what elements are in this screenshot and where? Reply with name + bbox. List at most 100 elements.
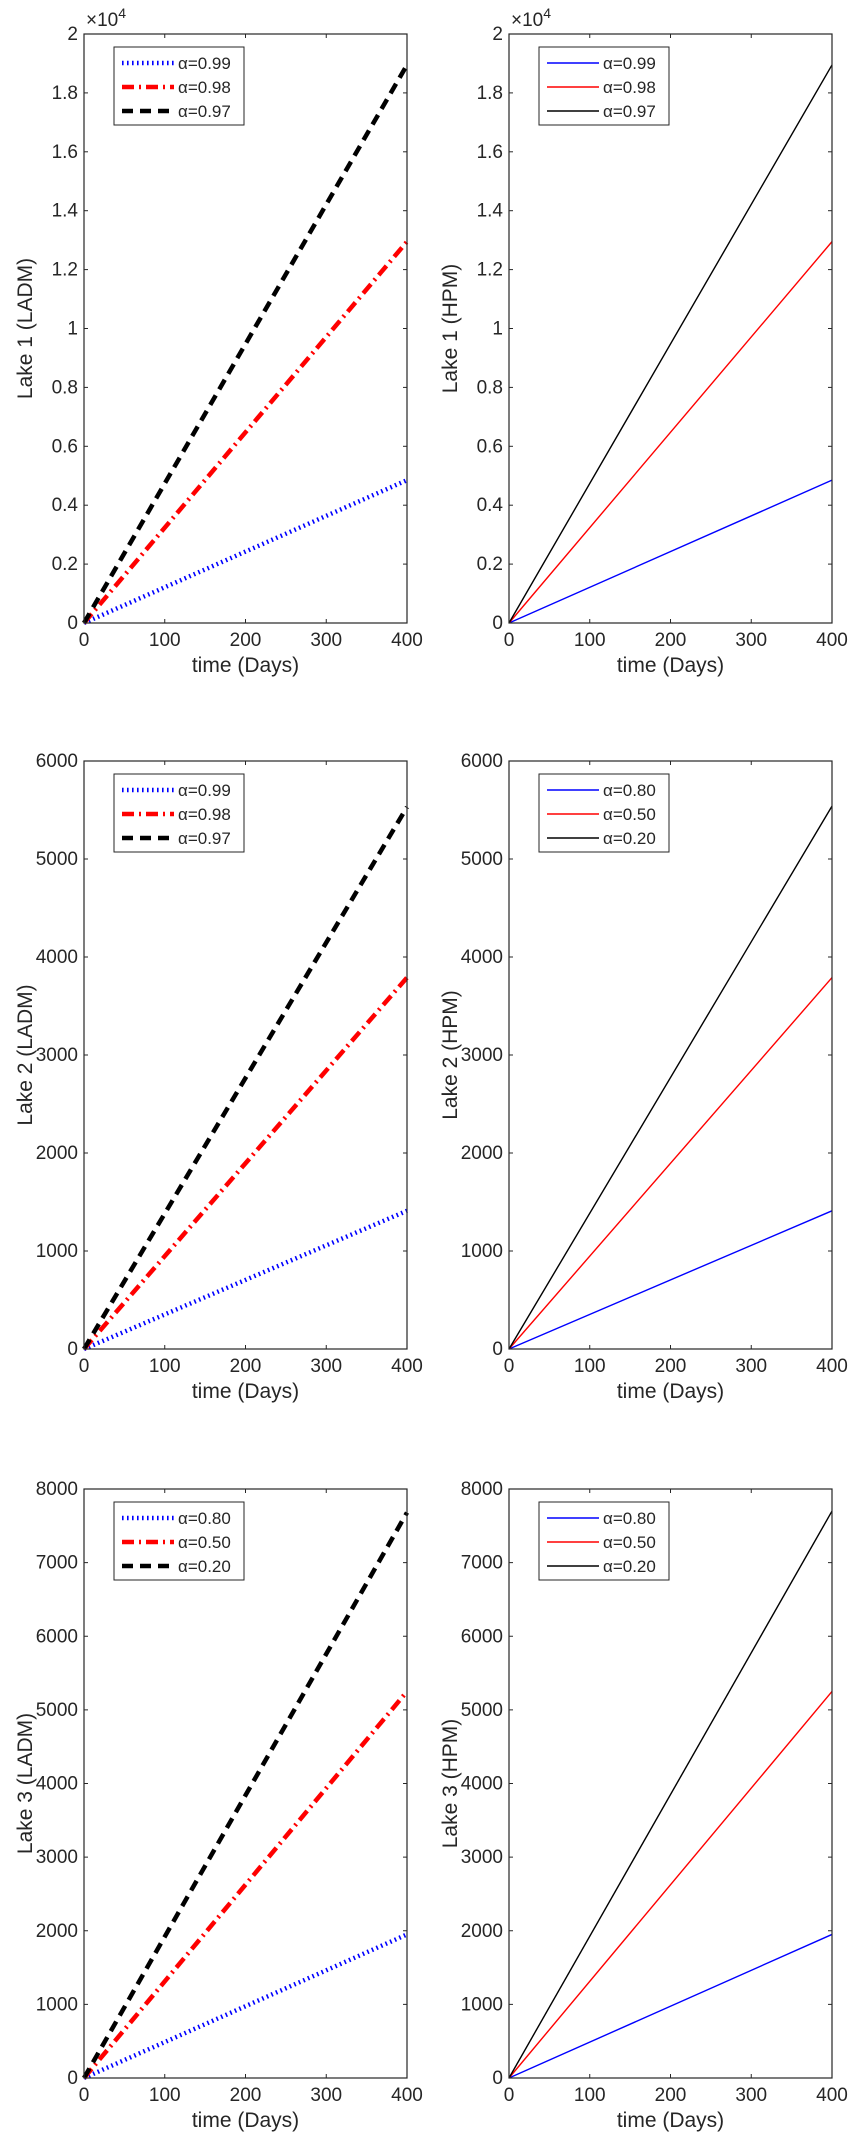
legend-label-3: α=0.20 <box>603 1557 656 1576</box>
y-tick-label: 6000 <box>36 751 78 772</box>
legend-label-1: α=0.99 <box>178 781 231 800</box>
legend-box <box>113 1501 245 1581</box>
chart-panel-4: 0 100 200 300 4000100020003000400050006000ti… <box>439 751 848 1403</box>
y-tick-label: 1.6 <box>52 142 78 163</box>
x-tick-label: 0 <box>504 1356 515 1377</box>
y-tick-label: 3000 <box>461 1847 503 1868</box>
x-tick-label: 200 <box>230 1356 262 1377</box>
x-tick-label: 300 <box>310 1356 342 1377</box>
legend-label-3: α=0.97 <box>603 102 656 121</box>
plot-area <box>509 761 832 1349</box>
y-tick-label: 1.2 <box>477 260 503 281</box>
x-tick-label: 400 <box>391 1356 423 1377</box>
legend-label-2: α=0.98 <box>603 78 656 97</box>
y-tick-label: 0.6 <box>52 436 78 457</box>
y-tick-label: 0 <box>492 1339 503 1360</box>
axes-box <box>508 33 833 624</box>
y-axis-label: Lake 3 (HPM) <box>439 1719 462 1849</box>
y-tick-label: 3000 <box>36 1045 78 1066</box>
series-line-1 <box>83 1208 408 1352</box>
plot-area <box>509 34 832 623</box>
x-tick-label: 300 <box>735 2085 767 2106</box>
x-tick-label: 300 <box>310 2085 342 2106</box>
chart-panel-1: 0 100 200 300 400 0 0.2 0.4 0.6 0.8 1 1.2 1.4 1.6 1.8 2… <box>14 5 423 677</box>
y-tick-label: 2000 <box>461 1921 503 1942</box>
y-tick-label: 0.8 <box>52 377 78 398</box>
y-tick-label: 7000 <box>461 1553 503 1574</box>
legend-label-3: α=0.97 <box>178 102 231 121</box>
y-tick-label: 7000 <box>36 1553 78 1574</box>
y-tick-label: 5000 <box>36 849 78 870</box>
y-axis-label: Lake 1 (LADM) <box>14 258 37 399</box>
y-tick-label: 2000 <box>36 1143 78 1164</box>
axis-exponent-label: ×104 <box>511 5 551 31</box>
axes-box <box>83 33 408 624</box>
y-tick-label: 0.2 <box>477 554 503 575</box>
x-tick-label: 300 <box>735 630 767 651</box>
y-tick-label: 1.2 <box>52 260 78 281</box>
y-tick-label: 1.4 <box>52 201 79 222</box>
series-line-3 <box>508 1510 833 2079</box>
chart-panel-2: 0 100 200 300 400 0 0.2 0.4 0.6 0.8 1 1.2 1.4 1.6 1.8 2… <box>439 5 848 677</box>
legend: α=0.99 α=0.98 α=0.97 <box>113 46 245 126</box>
y-tick-label: 5000 <box>461 849 503 870</box>
plot-area <box>509 1489 832 2078</box>
legend: α=0.80 α=0.50 α=0.20 <box>538 773 670 853</box>
y-tick-label: 6000 <box>461 1626 503 1647</box>
y-axis-label: Lake 1 (HPM) <box>439 264 462 394</box>
y-tick-label: 0 <box>67 613 78 634</box>
legend-box <box>538 1501 670 1581</box>
legend-label-1: α=0.80 <box>603 781 656 800</box>
legend-label-3: α=0.20 <box>178 1557 231 1576</box>
y-tick-label: 4000 <box>36 947 78 968</box>
y-tick-label: 1.4 <box>477 201 504 222</box>
legend-label-1: α=0.80 <box>603 1509 656 1528</box>
x-tick-label: 100 <box>149 2085 181 2106</box>
plot-area <box>84 34 407 623</box>
y-tick-label: 1 <box>492 319 503 340</box>
series-line-1 <box>83 478 408 626</box>
x-tick-label: 400 <box>391 630 423 651</box>
x-axis-label: time (Days) <box>192 2109 299 2132</box>
y-tick-label: 1.6 <box>477 142 503 163</box>
y-tick-label: 5000 <box>461 1700 503 1721</box>
x-tick-label: 200 <box>230 630 262 651</box>
x-axis-label: time (Days) <box>192 654 299 677</box>
x-tick-label: 300 <box>735 1356 767 1377</box>
y-axis-label: Lake 2 (HPM) <box>439 990 462 1120</box>
series-line-2 <box>508 977 833 1350</box>
x-tick-label: 200 <box>655 2085 687 2106</box>
y-tick-label: 1000 <box>36 1994 78 2015</box>
legend-label-3: α=0.97 <box>178 829 231 848</box>
series-line-2 <box>508 1691 833 2079</box>
y-tick-label: 0.2 <box>52 554 78 575</box>
axes-box <box>83 760 408 1350</box>
series-line-1 <box>508 1210 833 1350</box>
x-axis-label: time (Days) <box>617 2109 724 2132</box>
x-tick-label: 0 <box>79 2085 90 2106</box>
y-tick-label: 1000 <box>461 1994 503 2015</box>
series-line-2 <box>82 1690 409 2080</box>
y-tick-label: 2000 <box>36 1921 78 1942</box>
series-line-3 <box>82 1511 409 2080</box>
x-tick-label: 200 <box>655 630 687 651</box>
y-tick-label: 1 <box>67 319 78 340</box>
legend: α=0.80 α=0.50 α=0.20 <box>538 1501 670 1581</box>
legend: α=0.80 α=0.50 α=0.20 <box>113 1501 245 1581</box>
x-tick-label: 200 <box>655 1356 687 1377</box>
chart-panel-6: 0 100 200 300 400010002000300040005000600070… <box>439 1479 848 2132</box>
legend-label-1: α=0.99 <box>603 54 656 73</box>
legend-label-2: α=0.98 <box>178 78 231 97</box>
y-tick-label: 0 <box>492 2068 503 2089</box>
x-tick-label: 200 <box>230 2085 262 2106</box>
y-tick-label: 4000 <box>36 1774 78 1795</box>
y-tick-label: 4000 <box>461 947 503 968</box>
y-tick-label: 6000 <box>461 751 503 772</box>
x-tick-label: 0 <box>504 2085 515 2106</box>
x-tick-label: 100 <box>574 2085 606 2106</box>
legend-label-2: α=0.98 <box>178 805 231 824</box>
legend-box <box>113 773 245 853</box>
legend-label-1: α=0.80 <box>178 1509 231 1528</box>
y-tick-label: 0 <box>67 1339 78 1360</box>
